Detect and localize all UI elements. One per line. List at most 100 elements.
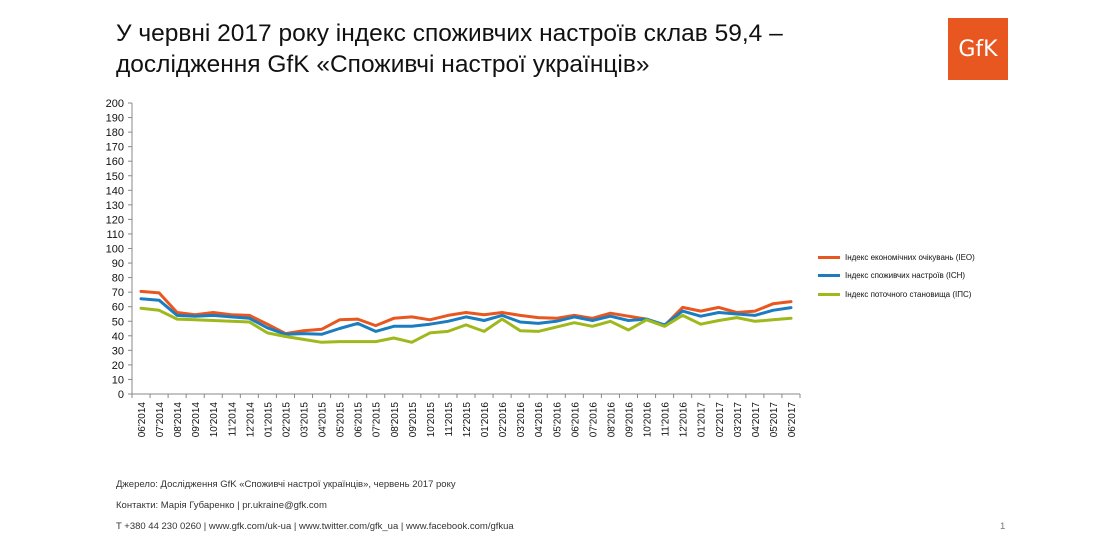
x-tick-label: 09'2014 xyxy=(191,402,202,438)
data-point xyxy=(537,322,540,325)
data-point xyxy=(356,322,359,325)
x-tick-label: 06'2015 xyxy=(354,402,365,438)
data-point xyxy=(356,340,359,343)
y-tick-label: 90 xyxy=(112,258,124,270)
data-point xyxy=(410,315,413,319)
data-point xyxy=(789,300,793,303)
x-tick-label: 05'2017 xyxy=(769,402,780,438)
logo-text: GfK xyxy=(958,36,998,62)
data-point xyxy=(464,311,468,314)
y-tick-label: 110 xyxy=(106,229,124,241)
data-point xyxy=(753,309,757,313)
data-point xyxy=(248,317,251,320)
data-point xyxy=(519,314,522,317)
data-point xyxy=(212,311,215,314)
data-point xyxy=(735,312,738,316)
data-point xyxy=(681,306,684,309)
legend-swatch xyxy=(818,255,840,259)
legend-label: Індекс споживчих настроїв (ІСН) xyxy=(845,271,966,281)
x-tick-label: 03'2016 xyxy=(516,402,527,438)
data-point xyxy=(500,311,504,314)
y-tick-label: 150 xyxy=(106,171,124,183)
x-tick-label: 12'2016 xyxy=(679,402,690,438)
legend-item-3: Індекс поточного становища (ІПС) xyxy=(818,285,975,304)
data-point xyxy=(194,318,197,321)
data-point xyxy=(555,317,558,320)
data-point xyxy=(175,317,179,321)
data-point xyxy=(392,317,395,320)
data-point xyxy=(500,317,504,321)
data-point xyxy=(356,317,359,321)
data-point xyxy=(500,314,504,317)
data-point xyxy=(627,315,630,318)
x-tick-label: 01'2017 xyxy=(697,402,708,438)
data-point xyxy=(230,315,233,319)
legend-swatch xyxy=(818,292,840,296)
x-tick-label: 11'2016 xyxy=(661,402,672,437)
y-tick-label: 0 xyxy=(118,389,124,401)
data-point xyxy=(537,330,540,333)
x-tick-label: 09'2015 xyxy=(408,402,419,438)
data-point xyxy=(320,333,323,336)
y-tick-label: 50 xyxy=(112,316,124,328)
y-tick-label: 130 xyxy=(106,200,124,212)
data-point xyxy=(428,323,432,326)
data-point xyxy=(699,309,702,313)
legend-label: Індекс поточного становища (ІПС) xyxy=(845,289,972,299)
data-point xyxy=(139,297,143,300)
y-tick-label: 190 xyxy=(106,113,124,125)
y-tick-label: 30 xyxy=(112,345,124,357)
data-point xyxy=(771,309,775,312)
data-point xyxy=(699,323,702,326)
legend-item-2: Індекс споживчих настроїв (ІСН) xyxy=(818,267,975,286)
data-point xyxy=(266,326,269,329)
data-point xyxy=(789,317,793,320)
data-point xyxy=(591,325,594,328)
title-line-2: дослідження GfK «Споживчі настрої україн… xyxy=(116,51,650,78)
x-tick-label: 02'2015 xyxy=(281,402,292,438)
x-tick-label: 09'2016 xyxy=(624,402,635,438)
data-point xyxy=(230,313,233,316)
data-point xyxy=(609,320,612,323)
legend-swatch xyxy=(818,274,840,278)
y-tick-label: 200 xyxy=(106,98,124,110)
data-point xyxy=(392,325,395,328)
footer-source: Джерело: Дослідження GfK «Споживчі настр… xyxy=(116,479,456,490)
y-tick-label: 60 xyxy=(112,302,124,314)
data-point xyxy=(374,324,377,327)
x-tick-label: 05'2015 xyxy=(336,402,347,438)
gfk-logo: GfK xyxy=(948,18,1008,80)
data-point xyxy=(591,319,594,322)
data-point xyxy=(157,291,161,295)
data-point xyxy=(194,315,197,318)
data-point xyxy=(302,329,305,332)
y-tick-label: 180 xyxy=(106,127,124,139)
footer-contacts: Контакти: Марія Губаренко | pr.ukraine@g… xyxy=(116,500,327,511)
x-tick-label: 01'2015 xyxy=(263,402,274,438)
data-point xyxy=(320,328,323,331)
y-tick-label: 70 xyxy=(112,287,124,299)
x-tick-label: 03'2017 xyxy=(733,402,744,438)
data-point xyxy=(519,320,522,324)
data-point xyxy=(573,321,576,324)
data-point xyxy=(175,314,179,317)
data-point xyxy=(753,314,757,317)
x-tick-label: 06'2014 xyxy=(137,402,148,438)
data-point xyxy=(663,325,666,328)
y-tick-label: 140 xyxy=(106,185,124,197)
data-point xyxy=(284,335,287,338)
data-point xyxy=(555,325,558,329)
x-tick-label: 03'2015 xyxy=(300,402,311,438)
x-tick-label: 02'2016 xyxy=(498,402,509,438)
x-tick-label: 06'2016 xyxy=(570,402,581,438)
data-point xyxy=(771,302,775,305)
data-point xyxy=(266,331,269,335)
data-point xyxy=(681,314,684,317)
data-point xyxy=(392,336,395,340)
data-point xyxy=(302,338,305,341)
data-point xyxy=(139,290,143,293)
data-point xyxy=(609,312,612,315)
data-point xyxy=(410,341,413,344)
data-point xyxy=(248,314,251,317)
